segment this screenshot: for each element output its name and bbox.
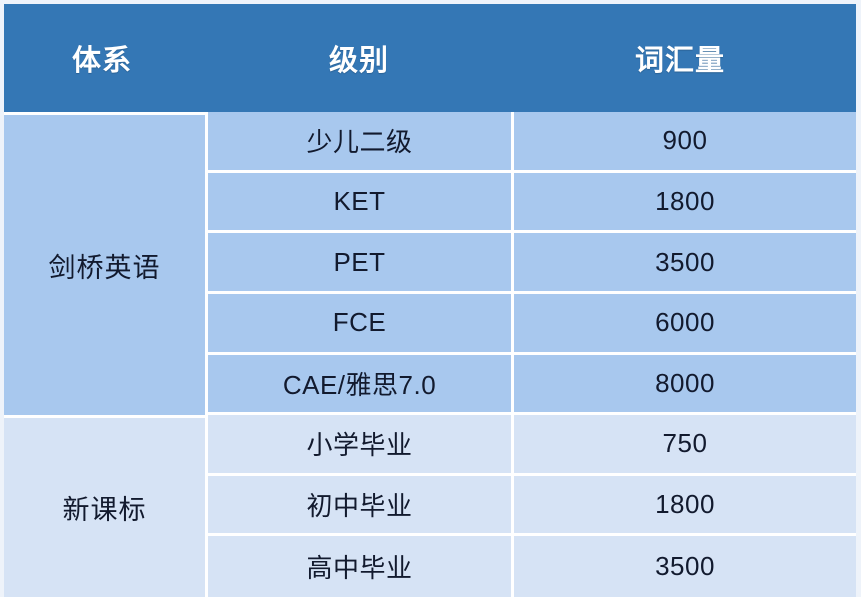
vocabulary-cell: 3500 — [514, 536, 856, 597]
vocabulary-cell: 3500 — [514, 233, 856, 294]
group-label-new-curriculum: 新课标 — [4, 415, 208, 597]
header-row: 体系 级别 词汇量 — [4, 4, 856, 112]
level-cell: PET — [208, 233, 514, 294]
vocabulary-cell: 1800 — [514, 475, 856, 537]
table-body: 剑桥英语 少儿二级 900 KET 1800 PET 3500 FCE 6000… — [4, 112, 856, 597]
table-row: CAE/雅思7.0 8000 — [4, 354, 856, 416]
column-header-level: 级别 — [208, 4, 514, 112]
vocabulary-cell: 900 — [514, 112, 856, 173]
level-cell: 高中毕业 — [208, 536, 514, 597]
table-row: 剑桥英语 少儿二级 900 — [4, 112, 856, 416]
table-row: 新课标 小学毕业 750 — [4, 415, 856, 597]
column-header-system: 体系 — [4, 4, 208, 112]
level-cell: 少儿二级 — [208, 112, 514, 173]
column-header-vocabulary: 词汇量 — [514, 4, 856, 112]
group-label-cambridge: 剑桥英语 — [4, 112, 208, 416]
vocabulary-cell: 6000 — [514, 293, 856, 355]
vocabulary-cell: 750 — [514, 415, 856, 476]
level-cell: KET — [208, 172, 514, 234]
vocabulary-cell: 8000 — [514, 354, 856, 416]
table-row: PET 3500 — [4, 233, 856, 294]
level-cell: 小学毕业 — [208, 415, 514, 476]
level-cell: 初中毕业 — [208, 475, 514, 537]
table-header: 体系 级别 词汇量 — [4, 4, 856, 112]
vocabulary-comparison-table: 体系 级别 词汇量 剑桥英语 少儿二级 900 KET 1800 PET 350… — [4, 4, 856, 597]
table-row: KET 1800 — [4, 172, 856, 234]
table-row: FCE 6000 — [4, 293, 856, 355]
level-cell: CAE/雅思7.0 — [208, 354, 514, 416]
table-row: 初中毕业 1800 — [4, 475, 856, 537]
vocabulary-cell: 1800 — [514, 172, 856, 234]
table-row: 高中毕业 3500 — [4, 536, 856, 597]
level-cell: FCE — [208, 293, 514, 355]
